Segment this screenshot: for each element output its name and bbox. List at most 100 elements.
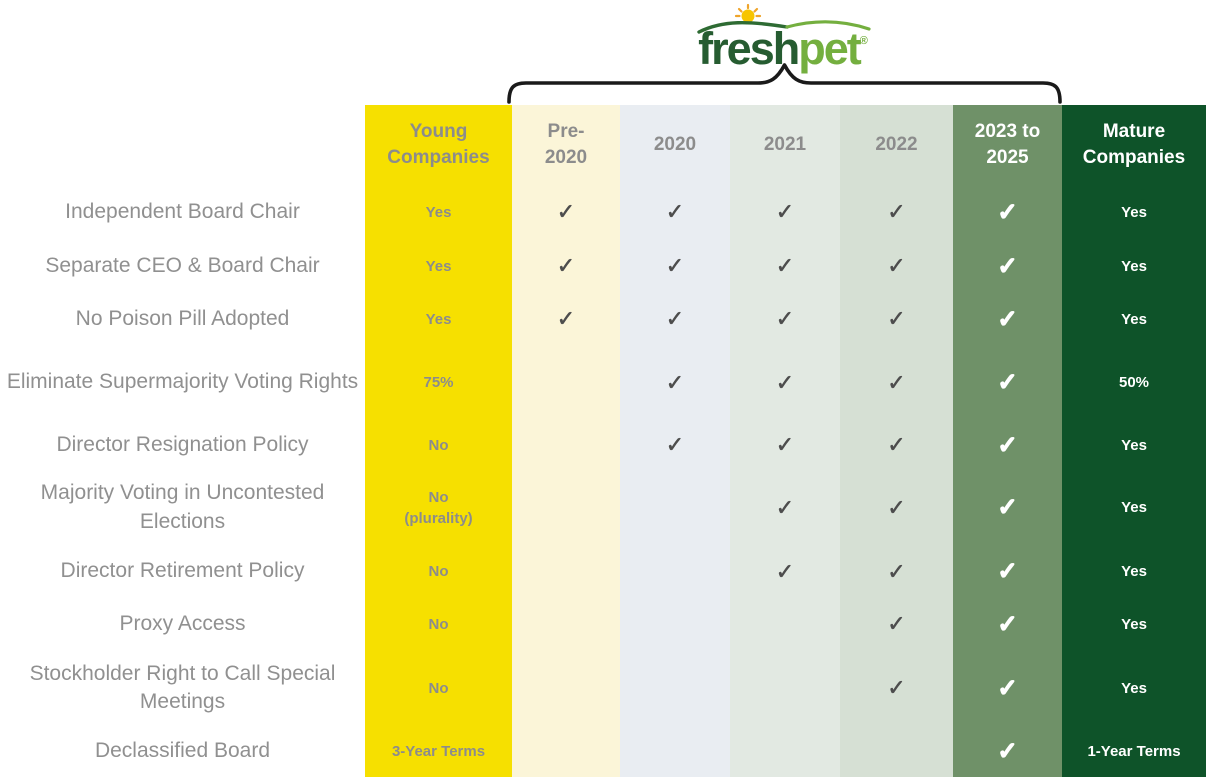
mature-value: 50% [1062, 345, 1206, 420]
check-icon: ✓ [665, 253, 685, 279]
check-cell-pre-2020: ✓ [512, 293, 620, 345]
check-icon: ✓ [556, 199, 576, 225]
check-cell-2022: ✓ [840, 650, 953, 726]
check-cell-2023-to-2025: ✓ [953, 420, 1062, 470]
mature-value: Yes [1062, 650, 1206, 726]
check-icon: ✓ [665, 199, 685, 225]
governance-table: Young Companies Pre- 2020 2020 2021 2022 2023… [0, 105, 1206, 777]
col-header-2023-2025: 2023 to 2025 [953, 105, 1062, 185]
check-icon: ✓ [997, 198, 1018, 226]
col-header-mature-companies: Mature Companies [1062, 105, 1206, 185]
row-label: Independent Board Chair [0, 185, 365, 239]
row-label: Director Resignation Policy [0, 420, 365, 470]
freshpet-sun-hills-icon [697, 3, 871, 34]
check-cell-pre-2020 [512, 470, 620, 545]
young-value: No [365, 545, 512, 598]
check-cell-2023-to-2025: ✓ [953, 726, 1062, 777]
col-header-2022: 2022 [840, 105, 953, 185]
check-icon: ✓ [887, 199, 906, 225]
young-value: 3-Year Terms [365, 726, 512, 777]
check-cell-2022: ✓ [840, 185, 953, 239]
check-cell-2023-to-2025: ✓ [953, 598, 1062, 650]
check-cell-2021 [730, 726, 840, 777]
row-label: No Poison Pill Adopted [0, 293, 365, 345]
check-cell-2020 [620, 470, 730, 545]
check-cell-pre-2020 [512, 420, 620, 470]
check-cell-2023-to-2025: ✓ [953, 470, 1062, 545]
mature-value: Yes [1062, 470, 1206, 545]
check-icon: ✓ [775, 253, 795, 279]
registered-trademark-icon: ® [859, 35, 868, 47]
check-cell-2020 [620, 726, 730, 777]
check-cell-2023-to-2025: ✓ [953, 185, 1062, 239]
check-icon: ✓ [775, 369, 795, 395]
row-label: Separate CEO & Board Chair [0, 239, 365, 293]
check-cell-2021: ✓ [730, 185, 840, 239]
check-icon: ✓ [997, 610, 1018, 638]
logo-fresh-text: fresh [698, 23, 800, 74]
mature-value: Yes [1062, 545, 1206, 598]
check-cell-2022: ✓ [840, 345, 953, 420]
check-cell-2020 [620, 545, 730, 598]
col-header-2020: 2020 [620, 105, 730, 185]
check-cell-2023-to-2025: ✓ [953, 650, 1062, 726]
check-cell-2020: ✓ [620, 185, 730, 239]
mature-value: Yes [1062, 293, 1206, 345]
check-cell-2021: ✓ [730, 545, 840, 598]
row-label: Majority Voting in Uncontested Elections [0, 470, 365, 545]
check-cell-pre-2020 [512, 545, 620, 598]
check-cell-pre-2020 [512, 345, 620, 420]
check-icon: ✓ [665, 369, 685, 395]
col-header-young-companies: Young Companies [365, 105, 512, 185]
check-cell-2020: ✓ [620, 239, 730, 293]
check-icon: ✓ [997, 558, 1018, 586]
row-label: Eliminate Supermajority Voting Rights [0, 345, 365, 420]
row-label: Director Retirement Policy [0, 545, 365, 598]
mature-value: Yes [1062, 420, 1206, 470]
young-value: Yes [365, 185, 512, 239]
check-icon: ✓ [887, 432, 906, 458]
check-icon: ✓ [887, 558, 906, 584]
check-icon: ✓ [887, 306, 906, 332]
check-cell-2021: ✓ [730, 420, 840, 470]
check-cell-2020 [620, 598, 730, 650]
check-cell-2020: ✓ [620, 345, 730, 420]
check-icon: ✓ [997, 738, 1018, 766]
check-cell-2023-to-2025: ✓ [953, 293, 1062, 345]
check-cell-2021 [730, 598, 840, 650]
check-icon: ✓ [775, 558, 795, 584]
check-cell-2023-to-2025: ✓ [953, 239, 1062, 293]
check-icon: ✓ [997, 305, 1018, 333]
check-icon: ✓ [997, 252, 1018, 280]
check-cell-2022: ✓ [840, 470, 953, 545]
check-icon: ✓ [775, 432, 795, 458]
check-icon: ✓ [997, 369, 1018, 397]
check-cell-2020: ✓ [620, 420, 730, 470]
mature-value: 1-Year Terms [1062, 726, 1206, 777]
young-value: Yes [365, 293, 512, 345]
check-icon: ✓ [997, 494, 1018, 522]
young-value: No [365, 650, 512, 726]
check-cell-2020: ✓ [620, 293, 730, 345]
logo-pet-text: pet [798, 23, 861, 74]
brace-icon [507, 63, 1062, 104]
check-cell-2021: ✓ [730, 293, 840, 345]
check-icon: ✓ [556, 253, 576, 279]
row-label: Proxy Access [0, 598, 365, 650]
check-cell-2022: ✓ [840, 239, 953, 293]
young-value: 75% [365, 345, 512, 420]
row-label-header [0, 105, 365, 185]
check-cell-2022: ✓ [840, 420, 953, 470]
check-cell-2021: ✓ [730, 345, 840, 420]
check-icon: ✓ [665, 432, 685, 458]
young-value: Yes [365, 239, 512, 293]
check-icon: ✓ [665, 306, 685, 332]
check-cell-pre-2020: ✓ [512, 239, 620, 293]
check-icon: ✓ [887, 611, 906, 637]
check-cell-2023-to-2025: ✓ [953, 345, 1062, 420]
check-cell-2021: ✓ [730, 239, 840, 293]
young-value: No [365, 598, 512, 650]
check-cell-2020 [620, 650, 730, 726]
check-icon: ✓ [887, 494, 906, 520]
